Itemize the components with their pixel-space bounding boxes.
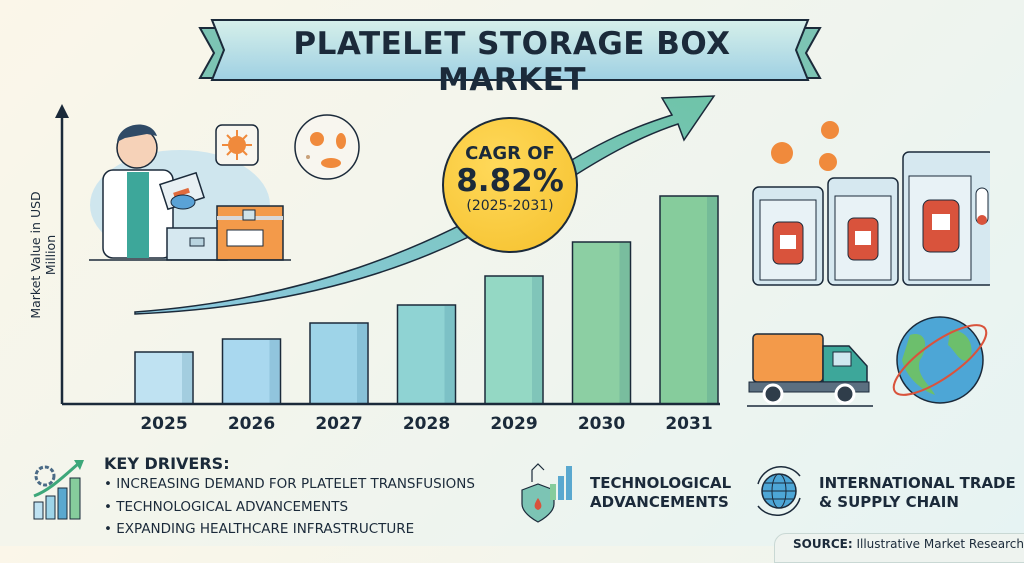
source-note: SOURCE: Illustrative Market Research (774, 533, 1024, 563)
cagr-period: (2025-2031) (466, 198, 554, 214)
cagr-badge: CAGR OF 8.82% (2025-2031) (442, 117, 578, 253)
key-driver-item: TECHNOLOGICAL ADVANCEMENTS (104, 499, 348, 515)
globe-trade-icon (892, 316, 988, 404)
y-axis-arrow-icon (55, 104, 69, 118)
blood-storage-units (752, 121, 990, 286)
fridge-3 (902, 151, 990, 286)
bar-2031 (659, 195, 719, 405)
delivery-truck-icon (747, 333, 873, 407)
chart-title: PLATELET STORAGE BOX MARKET (293, 26, 731, 98)
source-text: Illustrative Market Research (856, 537, 1024, 551)
feature-line: TECHNOLOGICAL (590, 474, 732, 492)
feature-international-trade: INTERNATIONAL TRADE & SUPPLY CHAIN (819, 474, 1016, 512)
shield-growth-icon (521, 463, 572, 523)
bar-shade-2031 (707, 197, 717, 404)
bar-chart (55, 95, 720, 406)
bar-shade-2028 (444, 306, 455, 404)
scientist-illustration (89, 124, 291, 261)
x-tick-label: 2025 (140, 414, 188, 434)
x-tick-label: 2027 (315, 414, 363, 434)
key-driver-item: INCREASING DEMAND FOR PLATELET TRANSFUSI… (104, 476, 475, 492)
globe-cycle-icon (757, 466, 801, 516)
bar-2030 (571, 241, 632, 405)
gear-growth-icon (33, 460, 84, 520)
bar-2027 (309, 322, 369, 405)
bar-shade-2026 (269, 340, 280, 404)
feature-line: ADVANCEMENTS (590, 493, 729, 511)
source-label: SOURCE: (793, 537, 853, 551)
bar-2028 (396, 304, 457, 405)
x-tick-label: 2028 (402, 414, 451, 434)
bar-shade-2025 (182, 353, 192, 404)
platelet-cluster-icon (771, 121, 839, 171)
bar-shade-2029 (532, 277, 542, 404)
x-tick-label: 2029 (490, 414, 538, 434)
cagr-label: CAGR OF (465, 143, 555, 164)
key-drivers-title: KEY DRIVERS: (104, 454, 230, 473)
fridge-1 (752, 186, 824, 286)
thermometer-icon (977, 215, 987, 225)
platelet-cell-icon (215, 124, 259, 166)
cagr-value: 8.82% (456, 163, 564, 199)
fridge-2 (827, 177, 899, 286)
y-axis-label: Market Value in USD Million (28, 191, 58, 319)
platelets-circle-icon (294, 114, 360, 180)
key-driver-item: EXPANDING HEALTHCARE INFRASTRUCTURE (104, 521, 414, 537)
x-tick-label: 2030 (577, 414, 626, 434)
title-banner (198, 19, 822, 81)
feature-technological-advancements: TECHNOLOGICAL ADVANCEMENTS (590, 474, 731, 512)
feature-line: & SUPPLY CHAIN (819, 493, 959, 511)
x-tick-label: 2026 (227, 414, 276, 434)
x-tick-label: 2031 (665, 414, 713, 434)
feature-line: INTERNATIONAL TRADE (819, 474, 1016, 492)
bar-shade-2030 (619, 243, 630, 404)
bar-2029 (484, 275, 544, 405)
bar-shade-2027 (357, 324, 367, 404)
growth-arrow (134, 95, 716, 315)
